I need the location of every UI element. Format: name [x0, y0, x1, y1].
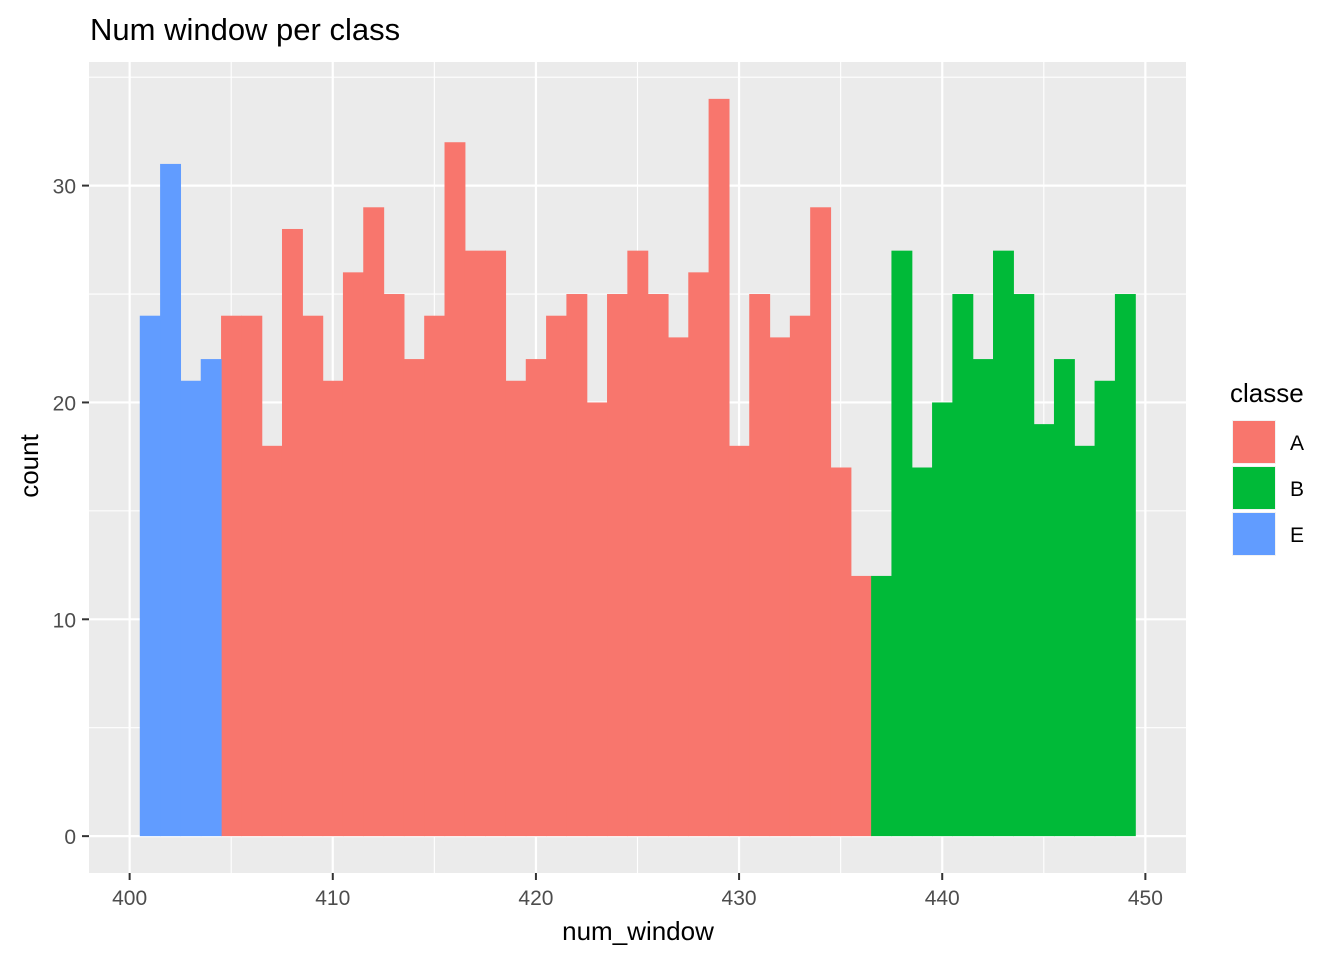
bar-A-421	[546, 315, 567, 837]
bar-A-434	[810, 207, 832, 837]
bar-A-432	[769, 337, 791, 837]
bar-A-407	[261, 445, 283, 837]
bar-A-425	[627, 250, 649, 837]
series-E	[139, 163, 222, 837]
series-B	[871, 250, 1136, 837]
x-tick-label: 430	[722, 887, 757, 910]
bar-A-423	[586, 402, 608, 837]
bar-A-406	[241, 315, 263, 837]
bar-A-427	[667, 337, 689, 837]
bar-A-422	[566, 294, 588, 837]
bar-B-445	[1033, 424, 1055, 837]
x-tick-label: 400	[112, 887, 147, 910]
bar-A-428	[688, 272, 710, 837]
x-tick-label: 450	[1128, 887, 1163, 910]
y-tick-label: 10	[53, 609, 76, 632]
y-axis: 0 10 20 30	[53, 176, 89, 849]
bar-A-433	[789, 315, 811, 837]
bar-A-436	[850, 575, 872, 837]
bar-A-414	[403, 359, 425, 837]
x-tick-label: 440	[925, 887, 960, 910]
chart-title: Num window per class	[90, 12, 400, 47]
x-axis-label: num_window	[562, 916, 714, 946]
bar-A-417	[464, 250, 486, 837]
bar-A-420	[525, 359, 547, 837]
bar-B-442	[972, 359, 994, 837]
bar-A-405	[221, 315, 242, 837]
legend: classe ABE	[1230, 378, 1304, 556]
bar-A-413	[383, 294, 405, 837]
bar-A-418	[485, 250, 507, 837]
legend-label-B: B	[1290, 478, 1304, 501]
bar-A-424	[607, 294, 628, 837]
bar-E-404	[200, 359, 222, 837]
legend-key-A	[1233, 421, 1275, 463]
bar-A-410	[322, 380, 344, 837]
bar-A-412	[363, 207, 385, 837]
legend-title: classe	[1230, 378, 1304, 408]
bar-A-429	[708, 98, 730, 837]
y-tick-label: 0	[64, 826, 76, 849]
x-tick-label: 410	[315, 887, 350, 910]
bar-A-426	[647, 294, 669, 837]
bar-A-409	[302, 315, 324, 837]
bar-B-446	[1053, 359, 1075, 837]
bar-B-447	[1074, 445, 1096, 837]
bar-B-448	[1094, 380, 1116, 837]
legend-key-E	[1233, 513, 1275, 555]
legend-key-B	[1233, 467, 1275, 509]
y-tick-label: 30	[53, 176, 76, 199]
bar-B-440	[932, 402, 953, 837]
legend-label-A: A	[1290, 432, 1304, 455]
y-axis-label: count	[14, 433, 44, 497]
legend-label-E: E	[1290, 524, 1304, 547]
bar-E-402	[160, 163, 182, 837]
plot-panel	[89, 62, 1186, 873]
bar-A-408	[281, 228, 303, 837]
bar-B-443	[993, 250, 1014, 837]
x-tick-label: 420	[518, 887, 553, 910]
bar-A-415	[424, 315, 446, 837]
bar-A-435	[830, 467, 852, 837]
bar-B-438	[891, 250, 913, 837]
bar-A-430	[728, 445, 750, 837]
bar-A-416	[444, 142, 466, 837]
bar-A-431	[749, 294, 771, 837]
bar-B-444	[1013, 294, 1035, 837]
bar-B-437	[871, 575, 893, 837]
y-tick-label: 20	[53, 392, 76, 415]
series-A	[221, 98, 872, 837]
bar-B-449	[1114, 294, 1136, 837]
x-axis: 400 410 420 430 440 450	[112, 873, 1163, 910]
bar-B-439	[911, 467, 933, 837]
bar-A-411	[342, 272, 364, 837]
bar-A-419	[505, 380, 527, 837]
bar-E-401	[139, 315, 161, 837]
bar-B-441	[952, 294, 974, 837]
bar-E-403	[180, 380, 202, 837]
